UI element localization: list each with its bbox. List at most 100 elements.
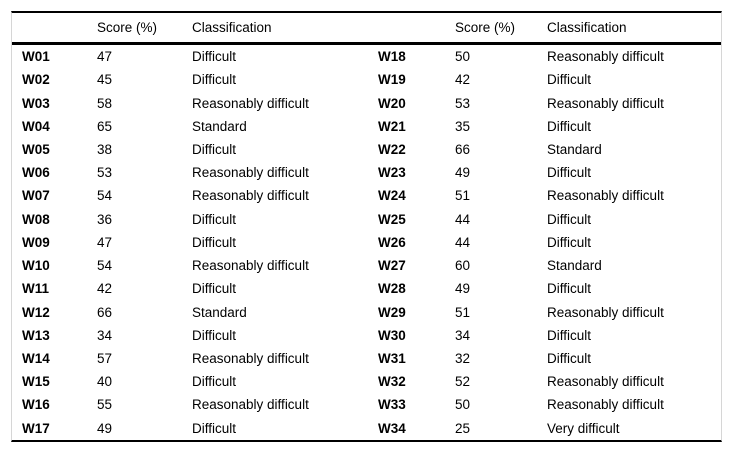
score-value: 49 (455, 281, 471, 297)
classification-value: Reasonably difficult (547, 374, 664, 390)
score-value: 51 (455, 188, 471, 204)
score-value: 42 (455, 72, 471, 88)
score-value: 47 (97, 234, 113, 250)
score-value: 66 (97, 304, 113, 320)
score-value: 53 (455, 95, 471, 111)
row-id: W09 (22, 234, 50, 250)
row-id: W15 (22, 374, 50, 390)
score-value: 44 (455, 211, 471, 227)
table-row: W13 34 Difficult W30 34 Difficult (12, 324, 721, 347)
row-id: W10 (22, 258, 50, 274)
classification-value: Difficult (547, 281, 592, 297)
row-id: W13 (22, 327, 50, 343)
score-value: 38 (97, 141, 113, 157)
row-id: W02 (22, 72, 50, 88)
header-score-left: Score (%) (97, 20, 158, 35)
table-row: W02 45 Difficult W19 42 Difficult (12, 68, 721, 91)
classification-value: Difficult (192, 374, 237, 390)
score-value: 53 (97, 165, 113, 181)
row-id: W26 (378, 234, 406, 250)
difficulty-score-table: Score (%) Classification Score (%) Class… (11, 11, 722, 442)
row-id: W28 (378, 281, 406, 297)
table-row: W11 42 Difficult W28 49 Difficult (12, 277, 721, 300)
classification-value: Difficult (192, 49, 237, 65)
classification-value: Reasonably difficult (192, 397, 309, 413)
row-id: W31 (378, 350, 406, 366)
score-value: 66 (455, 141, 471, 157)
table-row: W06 53 Reasonably difficult W23 49 Difficult (12, 161, 721, 184)
classification-value: Difficult (192, 281, 237, 297)
row-id: W17 (22, 420, 50, 436)
classification-value: Reasonably difficult (547, 304, 664, 320)
row-id: W34 (378, 420, 406, 436)
score-value: 32 (455, 350, 471, 366)
table-row: W14 57 Reasonably difficult W31 32 Difficult (12, 347, 721, 370)
classification-value: Standard (192, 304, 247, 320)
row-id: W14 (22, 350, 50, 366)
score-value: 49 (97, 420, 113, 436)
score-value: 25 (455, 420, 471, 436)
table-row: W03 58 Reasonably difficult W20 53 Reasonably… (12, 91, 721, 114)
row-id: W04 (22, 118, 50, 134)
classification-value: Difficult (547, 118, 592, 134)
row-id: W22 (378, 141, 406, 157)
classification-value: Standard (547, 258, 602, 274)
row-id: W32 (378, 374, 406, 390)
table-row: W01 47 Difficult W18 50 Reasonably difficult (12, 45, 721, 68)
row-id: W29 (378, 304, 406, 320)
row-id: W19 (378, 72, 406, 88)
table-body: W01 47 Difficult W18 50 Reasonably difficult W… (12, 45, 721, 440)
row-id: W23 (378, 165, 406, 181)
row-id: W01 (22, 49, 50, 65)
row-id: W18 (378, 49, 406, 65)
table-row: W09 47 Difficult W26 44 Difficult (12, 231, 721, 254)
header-score-right: Score (%) (455, 20, 516, 35)
row-id: W12 (22, 304, 50, 320)
classification-value: Difficult (547, 350, 592, 366)
score-value: 50 (455, 397, 471, 413)
row-id: W33 (378, 397, 406, 413)
row-id: W03 (22, 95, 50, 111)
classification-value: Reasonably difficult (192, 258, 309, 274)
table-row: W15 40 Difficult W32 52 Reasonably difficult (12, 370, 721, 393)
header-classification-right: Classification (547, 20, 627, 35)
table-row: W16 55 Reasonably difficult W33 50 Reasonably… (12, 393, 721, 416)
row-id: W30 (378, 327, 406, 343)
score-value: 34 (97, 327, 113, 343)
score-value: 40 (97, 374, 113, 390)
row-id: W06 (22, 165, 50, 181)
classification-value: Difficult (547, 327, 592, 343)
table-row: W17 49 Difficult W34 25 Very difficult (12, 417, 721, 440)
classification-value: Reasonably difficult (192, 165, 309, 181)
classification-value: Difficult (192, 420, 237, 436)
score-value: 54 (97, 258, 113, 274)
classification-value: Difficult (547, 234, 592, 250)
score-value: 57 (97, 350, 113, 366)
score-value: 34 (455, 327, 471, 343)
classification-value: Reasonably difficult (547, 188, 664, 204)
classification-value: Difficult (547, 165, 592, 181)
table-header-row: Score (%) Classification Score (%) Class… (12, 13, 721, 45)
score-value: 35 (455, 118, 471, 134)
classification-value: Very difficult (547, 420, 620, 436)
row-id: W05 (22, 141, 50, 157)
table-row: W12 66 Standard W29 51 Reasonably difficult (12, 300, 721, 323)
classification-value: Difficult (547, 211, 592, 227)
score-value: 54 (97, 188, 113, 204)
table-row: W05 38 Difficult W22 66 Standard (12, 138, 721, 161)
classification-value: Difficult (192, 234, 237, 250)
classification-value: Reasonably difficult (192, 95, 309, 111)
score-value: 49 (455, 165, 471, 181)
row-id: W24 (378, 188, 406, 204)
row-id: W20 (378, 95, 406, 111)
table-row: W04 65 Standard W21 35 Difficult (12, 115, 721, 138)
classification-value: Standard (547, 141, 602, 157)
classification-value: Difficult (547, 72, 592, 88)
table-row: W10 54 Reasonably difficult W27 60 Standard (12, 254, 721, 277)
classification-value: Reasonably difficult (547, 95, 664, 111)
classification-value: Difficult (192, 211, 237, 227)
score-value: 52 (455, 374, 471, 390)
score-value: 65 (97, 118, 113, 134)
classification-value: Reasonably difficult (547, 397, 664, 413)
score-value: 36 (97, 211, 113, 227)
